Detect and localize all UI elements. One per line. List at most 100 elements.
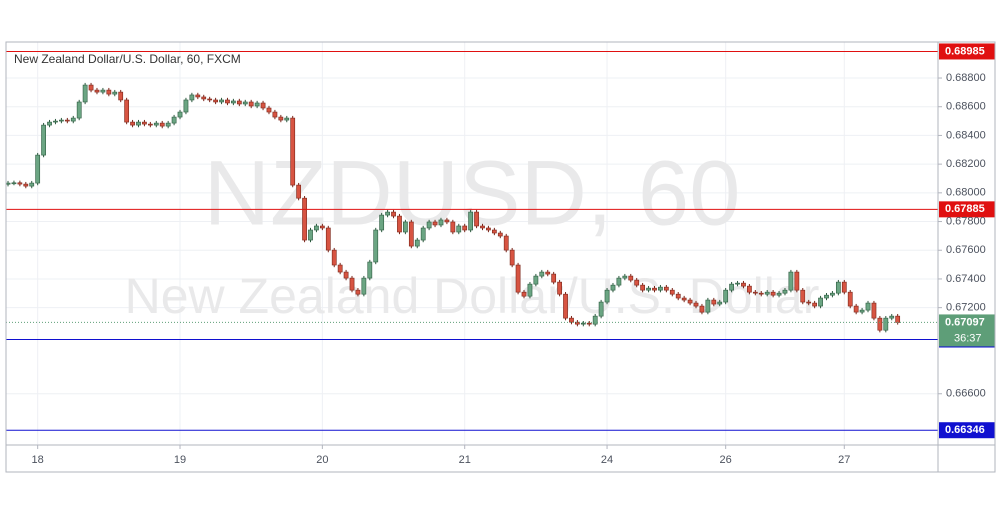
candle-body	[634, 279, 640, 286]
candle-body	[195, 94, 201, 98]
countdown: 36:37	[954, 332, 982, 344]
candle-body	[539, 271, 545, 277]
candle-body	[717, 301, 723, 305]
candles	[5, 82, 901, 333]
chart-title: New Zealand Dollar/U.S. Dollar, 60, FXCM	[14, 52, 241, 66]
candle-body	[675, 293, 681, 299]
candle-body	[70, 117, 76, 122]
candle-body	[35, 154, 41, 184]
last-price-label: 0.67097	[945, 316, 985, 328]
candle-body	[847, 291, 853, 307]
candle-body	[397, 215, 402, 233]
candle-body	[5, 182, 11, 185]
candle-body	[853, 305, 859, 313]
candle-body	[124, 99, 130, 123]
candle-body	[693, 302, 699, 307]
candle-body	[598, 301, 604, 317]
candle-body	[622, 275, 628, 279]
candle-body	[76, 101, 82, 119]
candle-body	[53, 120, 58, 123]
candle-body	[225, 99, 230, 104]
candle-body	[663, 286, 669, 291]
candle-body	[610, 284, 616, 291]
candle-body	[545, 271, 551, 275]
candle-body	[729, 283, 734, 291]
candle-body	[319, 225, 325, 229]
candle-body	[272, 111, 278, 118]
candle-body	[408, 221, 414, 247]
candle-body	[314, 225, 319, 231]
candle-body	[231, 100, 236, 104]
candle-body	[794, 271, 800, 291]
level-label: 0.68985	[945, 45, 985, 57]
candle-body	[355, 289, 361, 295]
candle-body	[325, 227, 331, 251]
candle-body	[782, 289, 788, 294]
candle-body	[800, 289, 806, 303]
candle-body	[788, 271, 794, 291]
candle-body	[236, 100, 242, 105]
y-tick-label: 0.67800	[946, 215, 986, 227]
x-tick-label: 20	[316, 454, 328, 466]
candle-body	[118, 91, 124, 101]
level-label-box	[939, 422, 995, 439]
candle-body	[877, 317, 883, 331]
candle-body	[361, 277, 367, 295]
frame	[5, 41, 996, 473]
candle-body	[521, 291, 527, 297]
candle-body	[142, 121, 147, 125]
candle-body	[491, 229, 497, 234]
candle-body	[818, 297, 823, 307]
candle-body	[456, 225, 462, 233]
candle-body	[112, 91, 118, 95]
candle-body	[468, 211, 474, 231]
candle-body	[432, 221, 438, 226]
candle-body	[658, 286, 663, 291]
candle-body	[189, 94, 195, 101]
candle-body	[213, 99, 218, 103]
candle-body	[23, 183, 29, 187]
candle-body	[752, 291, 758, 294]
candle-body	[758, 292, 764, 295]
candle-body	[106, 89, 112, 95]
candle-body	[812, 302, 818, 307]
candle-body	[349, 277, 355, 291]
x-tick-label: 18	[32, 454, 44, 466]
candle-body	[414, 239, 420, 247]
y-tick-label: 0.68800	[946, 72, 986, 84]
candle-body	[420, 227, 426, 241]
candle-body	[569, 317, 574, 323]
candle-body	[64, 119, 70, 122]
candle-body	[59, 119, 64, 122]
y-tick-label: 0.67200	[946, 302, 986, 314]
candle-body	[883, 317, 889, 331]
candle-body	[426, 221, 432, 229]
candle-body	[343, 271, 349, 279]
x-tick-label: 19	[174, 454, 186, 466]
candle-body	[159, 122, 165, 127]
candle-body	[575, 321, 580, 325]
candle-body	[628, 275, 634, 281]
candle-body	[480, 225, 485, 229]
candle-body	[563, 293, 568, 319]
candle-body	[640, 284, 646, 291]
x-tick-label: 24	[601, 454, 613, 466]
candle-body	[503, 235, 509, 251]
candle-body	[130, 121, 135, 126]
candle-body	[219, 99, 224, 103]
candle-body	[100, 89, 106, 93]
candle-body	[201, 96, 207, 100]
y-tick-label: 0.66600	[946, 388, 986, 400]
candle-body	[681, 297, 687, 301]
candle-body	[379, 214, 385, 231]
candle-body	[889, 315, 895, 319]
candle-body	[741, 282, 746, 287]
candle-body	[865, 302, 871, 311]
x-tick-label: 26	[720, 454, 732, 466]
candle-body	[367, 261, 373, 279]
candle-body	[296, 184, 302, 199]
candle-body	[646, 287, 651, 291]
candle-body	[450, 221, 456, 233]
